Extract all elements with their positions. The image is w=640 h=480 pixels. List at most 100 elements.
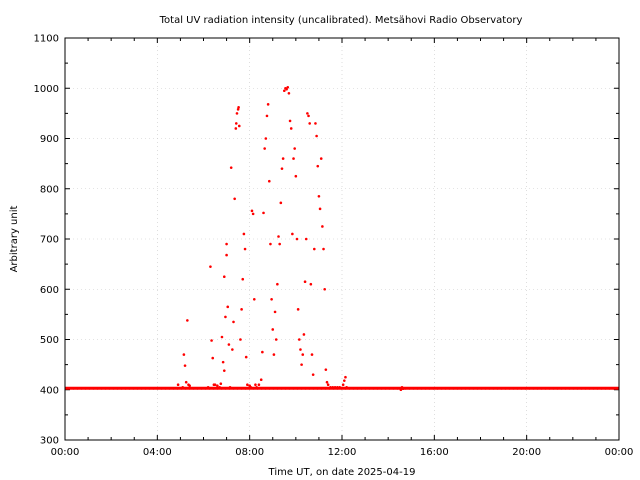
data-point <box>243 247 247 251</box>
data-point <box>252 298 256 301</box>
data-point <box>273 310 277 314</box>
data-point <box>232 320 235 324</box>
data-point <box>255 385 258 389</box>
data-point <box>293 147 296 150</box>
data-point <box>278 242 281 246</box>
data-point <box>236 108 240 111</box>
data-point <box>288 119 292 123</box>
data-point <box>263 147 266 150</box>
y-axis-ticks: 300 400 500 600 700 800 900 1000 1100 <box>34 34 619 447</box>
data-point <box>296 308 300 311</box>
data-point <box>319 157 323 160</box>
data-point <box>265 114 269 118</box>
data-point <box>176 383 180 387</box>
x-axis-ticks: 00:00 04:00 08:00 12:00 16:00 20:00 00:00 <box>51 38 633 458</box>
data-point <box>221 360 225 364</box>
data-point <box>301 353 305 356</box>
data-point <box>226 305 230 309</box>
y-tick-label: 900 <box>40 134 59 145</box>
data-point <box>276 282 279 286</box>
data-point <box>295 237 299 241</box>
data-point <box>249 385 253 389</box>
data-point <box>314 122 317 125</box>
x-tick-label: 04:00 <box>143 447 172 458</box>
chart-title: Total UV radiation intensity (uncalibrat… <box>159 15 523 26</box>
data-point <box>264 137 268 140</box>
y-tick-label: 300 <box>40 436 59 447</box>
data-point <box>251 212 255 216</box>
data-point <box>336 385 339 389</box>
data-point <box>303 280 307 284</box>
data-point <box>184 380 188 384</box>
data-point <box>321 225 324 228</box>
data-point <box>271 328 275 331</box>
data-point <box>225 242 228 246</box>
data-point <box>315 134 318 138</box>
data-points <box>176 85 405 392</box>
data-point <box>311 373 315 376</box>
data-point <box>228 385 232 389</box>
data-point <box>291 232 294 236</box>
data-point <box>222 275 226 278</box>
data-point <box>237 124 241 128</box>
grid-lines <box>65 38 619 440</box>
data-point <box>211 356 215 360</box>
data-point <box>218 385 221 389</box>
data-point <box>310 353 314 356</box>
data-point <box>261 350 264 354</box>
data-point <box>304 237 308 241</box>
data-point <box>344 375 347 379</box>
data-point <box>345 385 348 389</box>
data-point <box>181 385 185 389</box>
y-tick-label: 1000 <box>34 84 59 95</box>
data-point <box>231 348 234 351</box>
data-point <box>257 383 261 387</box>
y-tick-label: 800 <box>40 184 59 195</box>
y-tick-label: 700 <box>40 235 59 246</box>
data-point <box>289 127 293 130</box>
data-point <box>213 383 217 387</box>
data-point <box>224 315 227 319</box>
data-point <box>281 157 285 160</box>
data-point <box>254 383 257 387</box>
data-point <box>216 384 219 388</box>
data-point <box>270 298 273 301</box>
data-point <box>239 338 242 341</box>
data-point <box>309 282 313 286</box>
data-point <box>302 333 306 336</box>
data-point <box>292 157 295 160</box>
data-point <box>210 339 213 342</box>
data-point <box>267 179 271 183</box>
x-tick-label: 20:00 <box>512 447 541 458</box>
data-point <box>338 385 341 389</box>
data-point <box>272 353 276 356</box>
data-point <box>287 91 291 95</box>
y-axis-label: Arbitrary unit <box>9 206 20 273</box>
data-point <box>229 166 233 169</box>
data-point <box>294 174 298 178</box>
x-axis-label: Time UT, on date 2025-04-19 <box>268 467 416 478</box>
data-point <box>285 87 288 91</box>
data-point <box>235 112 239 115</box>
data-point <box>182 353 186 356</box>
data-point <box>399 388 403 392</box>
y-tick-label: 500 <box>40 335 59 346</box>
data-point <box>259 378 263 382</box>
data-point <box>206 385 210 389</box>
x-tick-label: 16:00 <box>420 447 449 458</box>
data-point <box>209 265 212 268</box>
data-point <box>306 112 309 115</box>
data-point <box>280 167 284 170</box>
data-point <box>222 369 226 372</box>
data-point <box>317 194 321 198</box>
data-point <box>341 383 345 387</box>
data-point <box>300 363 303 366</box>
data-point <box>297 338 301 341</box>
data-point <box>225 253 228 257</box>
data-point <box>316 164 320 168</box>
data-point <box>266 103 270 106</box>
x-tick-label: 12:00 <box>328 447 357 458</box>
data-point <box>308 122 311 125</box>
data-point <box>250 209 254 213</box>
